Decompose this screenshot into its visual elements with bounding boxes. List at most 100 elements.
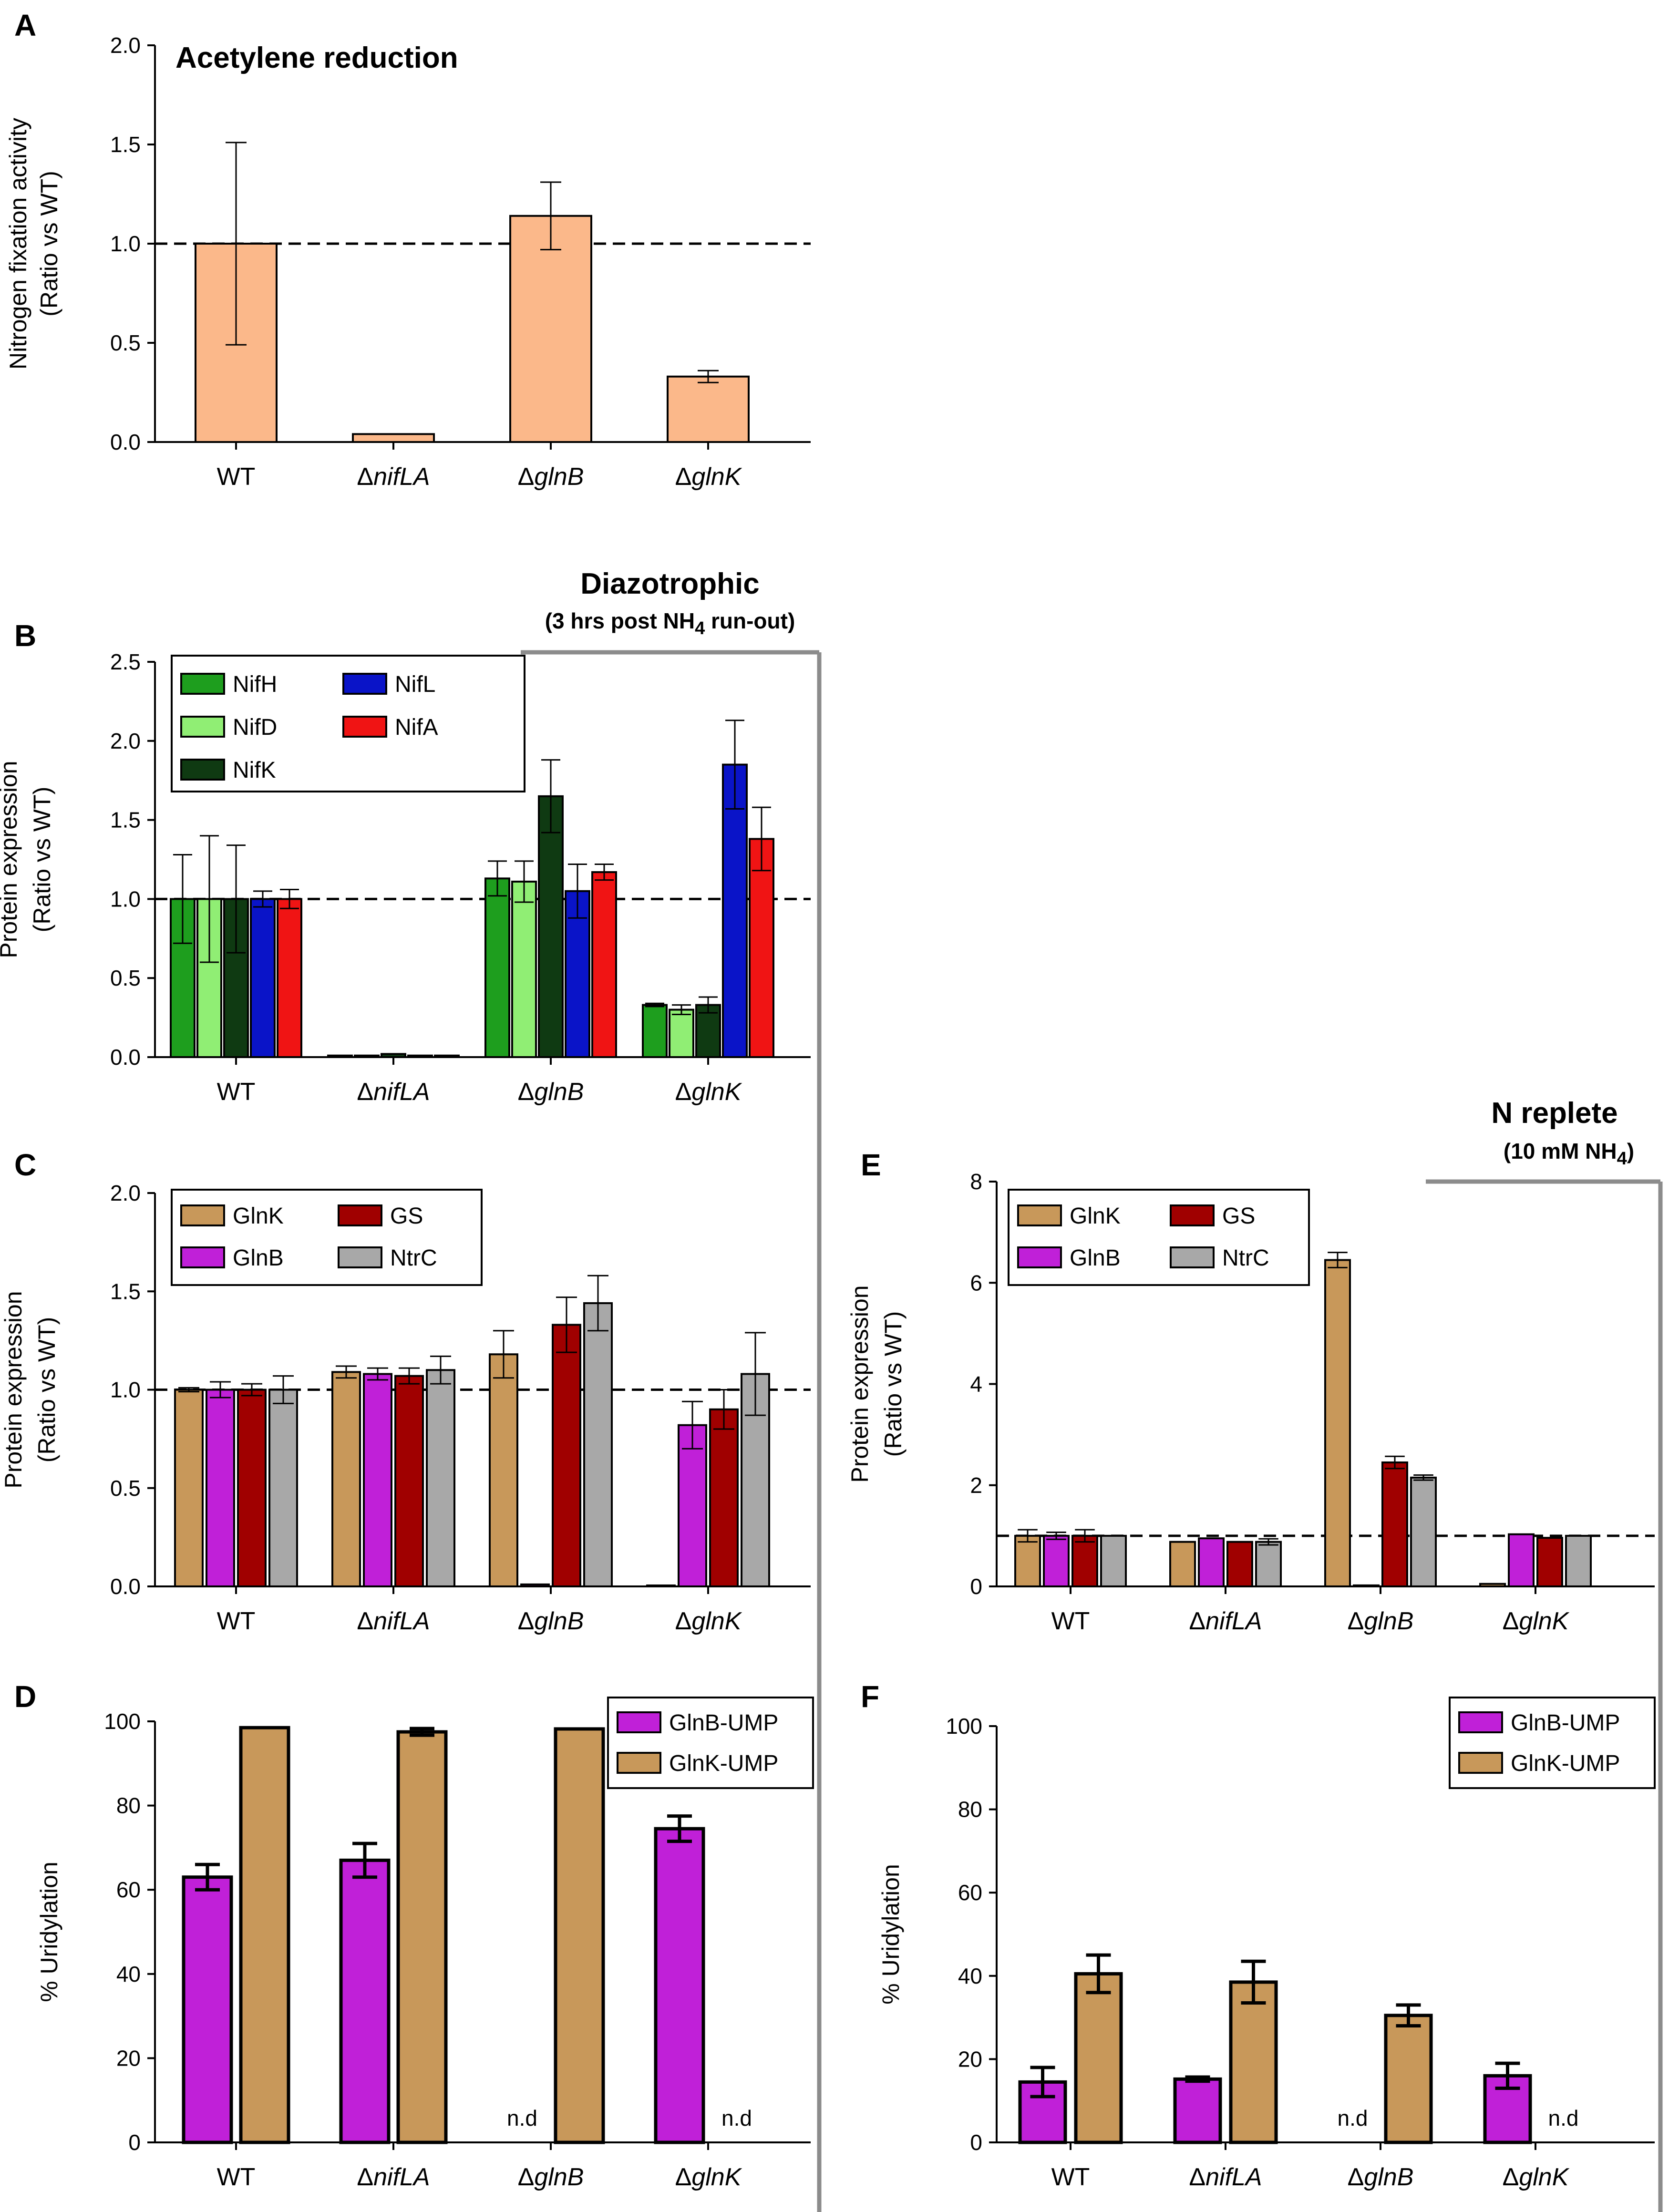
legend-swatch [338, 1204, 382, 1226]
legend-label: GlnK [1070, 1204, 1121, 1229]
y-tick-label: 0.5 [110, 966, 141, 990]
bar-nifd [354, 1054, 380, 1059]
y-tick-label: 1.0 [110, 1378, 141, 1402]
bar-nifl [407, 1054, 433, 1059]
legend-label: GlnB [233, 1245, 284, 1271]
bar-ntrc [1255, 1541, 1282, 1588]
bar-nifl [250, 898, 276, 1059]
legend-swatch [180, 673, 225, 695]
panel-d: D 0 20 40 60 80 100 % Uridylation WT ΔnifLA ΔglnB n… [14, 1679, 814, 2191]
not-detected-label: n.d [1338, 2106, 1368, 2130]
x-tick-label: ΔglnK [675, 2163, 742, 2191]
bar-nifl [565, 890, 590, 1058]
bar-glnk-ump [1074, 1972, 1123, 2144]
x-tick-label: ΔnifLA [357, 2163, 430, 2191]
y-tick-label: 20 [116, 2046, 141, 2070]
y-axis-title: Nitrogen fixation activity [5, 118, 31, 370]
panel-letter: C [14, 1148, 36, 1182]
bar-glnb [206, 1389, 235, 1587]
y-tick-label: 1.5 [110, 1279, 141, 1304]
x-tick-label: ΔnifLA [357, 463, 430, 491]
y-tick-label: 80 [958, 1797, 982, 1822]
y-axis-title: (Ratio vs WT) [36, 171, 62, 317]
bar-glnk [646, 1584, 676, 1587]
bar-nifa [749, 838, 774, 1058]
panel-b: B 0.0 0.5 1.0 1.5 2.0 2.5 Protein expression (Ra… [0, 618, 811, 1106]
panel-a: A Acetylene reduction 0.0 0.5 1.0 1.5 2.0 Nitro… [5, 8, 811, 491]
y-tick-label: 0.0 [110, 430, 141, 454]
not-detected-label: n.d [507, 2106, 537, 2130]
bar-nifa [434, 1054, 460, 1059]
bar-nifk [381, 1053, 406, 1058]
y-tick-label: 100 [946, 1714, 982, 1739]
legend-label: NifD [233, 715, 277, 740]
legend-swatch [180, 1204, 225, 1226]
bar-gs [552, 1324, 581, 1587]
legend-swatch [180, 1246, 225, 1268]
bar-gs [1381, 1461, 1408, 1587]
legend-label: GS [390, 1204, 423, 1229]
legend-label: GlnK-UMP [669, 1751, 778, 1776]
bar-glnb [1353, 1584, 1380, 1587]
x-tick-label: ΔnifLA [357, 1607, 430, 1635]
bar-gs [394, 1375, 424, 1587]
x-tick-label: ΔnifLA [357, 1078, 430, 1106]
y-axis-title: Protein expression [846, 1285, 873, 1482]
y-tick-label: 20 [958, 2047, 982, 2071]
x-tick-label: ΔglnB [518, 1607, 584, 1635]
panel-letter: B [14, 618, 36, 653]
bar-glnk [1014, 1534, 1041, 1587]
not-detected-label: n.d [1548, 2106, 1579, 2130]
y-tick-label: 80 [116, 1793, 141, 1818]
bar-glnk [489, 1353, 518, 1587]
legend-swatch [1017, 1246, 1062, 1268]
legend-swatch [180, 759, 225, 781]
bar-nifk [695, 1004, 721, 1059]
bar-nifa [277, 898, 302, 1059]
legend-swatch [342, 673, 387, 695]
legend-swatch [617, 1711, 661, 1733]
bar-glnb-ump [339, 1858, 391, 2144]
bar-nifd [511, 880, 537, 1058]
y-tick-label: 1.5 [110, 808, 141, 833]
bar-gs [1071, 1534, 1098, 1587]
x-tick-label: ΔglnK [675, 1607, 742, 1635]
legend-swatch [617, 1752, 661, 1774]
bar-ntrc [583, 1302, 613, 1587]
bar-nifk [538, 795, 564, 1058]
legend-swatch [338, 1246, 382, 1268]
y-tick-label: 2.5 [110, 649, 141, 674]
x-tick-label: ΔglnK [1503, 2163, 1570, 2191]
n-replete-divider [1426, 1179, 1663, 2212]
bar-gs [709, 1408, 739, 1587]
not-detected-label: n.d [721, 2106, 752, 2130]
y-tick-label: 100 [104, 1709, 141, 1734]
legend-label: GS [1222, 1204, 1255, 1229]
x-tick-label: WT [217, 1078, 256, 1106]
panel-letter: A [14, 8, 36, 42]
bar-nifa [591, 871, 617, 1058]
bar-nitrogen fixation activity [509, 215, 592, 443]
bar-nifd [669, 1008, 694, 1059]
bar-glnb-ump [182, 1875, 233, 2144]
y-tick-label: 60 [958, 1880, 982, 1905]
bar-nitrogen fixation activity [352, 433, 435, 443]
legend-label: GlnK [233, 1204, 284, 1229]
bar-glnb [363, 1373, 392, 1587]
panel-e: E 0 2 4 6 8 Protein expression (Ratio vs WT) WT Δ… [846, 1148, 1655, 1635]
legend-swatch [1170, 1246, 1215, 1268]
legend-label: NtrC [1222, 1245, 1269, 1271]
y-tick-label: 0 [970, 1574, 982, 1599]
bar-nifh [170, 898, 196, 1059]
legend-label: NifK [233, 758, 276, 783]
y-tick-label: 2.0 [110, 729, 141, 753]
y-tick-label: 0.5 [110, 1476, 141, 1501]
bar-glnb [1508, 1533, 1535, 1587]
y-tick-label: 40 [958, 1964, 982, 1988]
bar-glnk-ump [1384, 2014, 1433, 2144]
y-tick-label: 0.0 [110, 1045, 141, 1070]
y-tick-label: 1.0 [110, 886, 141, 911]
panel-f: F 0 20 40 60 80 100 % Uridylation WT ΔnifLA ΔglnB n… [861, 1679, 1656, 2191]
bar-nifh [484, 877, 510, 1058]
